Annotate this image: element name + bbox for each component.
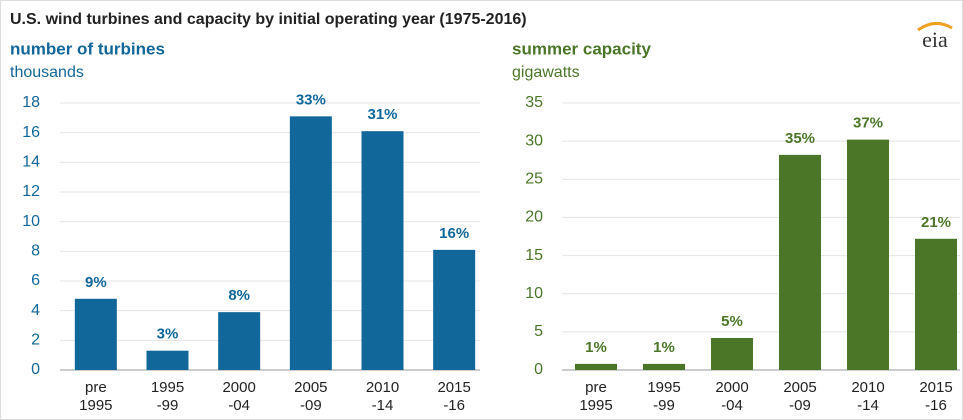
bar (146, 350, 189, 370)
x-tick-label: -16 (443, 397, 465, 414)
x-tick-label: 2010 (366, 379, 399, 396)
x-tick-label: 1995 (79, 397, 112, 414)
panel-title: number of turbines (10, 39, 165, 58)
y-tick-label: 4 (31, 302, 40, 319)
bar (218, 312, 261, 370)
bar-label: 8% (228, 287, 250, 304)
bar (433, 249, 476, 370)
y-tick-label: 14 (22, 154, 40, 171)
x-tick-label: -09 (300, 397, 322, 414)
logo: eia (922, 27, 948, 52)
x-tick-label: 2005 (294, 379, 327, 396)
bar-label: 1% (653, 339, 675, 356)
bar (711, 337, 753, 370)
y-tick-label: 8 (31, 243, 40, 260)
x-tick-label: 2000 (222, 379, 255, 396)
y-tick-label: 15 (525, 247, 543, 264)
bar (575, 363, 617, 370)
y-tick-label: 12 (22, 183, 40, 200)
bar-label: 5% (721, 313, 743, 330)
bar (779, 154, 821, 370)
panel-subtitle: thousands (10, 64, 84, 81)
x-tick-label: 1995 (151, 379, 184, 396)
x-tick-label: -16 (925, 397, 947, 414)
x-tick-label: -99 (157, 397, 179, 414)
logo-arc (917, 22, 953, 32)
y-tick-label: 30 (525, 132, 543, 149)
x-tick-label: -04 (721, 397, 743, 414)
y-tick-label: 10 (525, 285, 543, 302)
bar-label: 33% (296, 91, 326, 108)
x-tick-label: -14 (857, 397, 879, 414)
bar (361, 131, 404, 370)
bar (643, 363, 685, 370)
bar-label: 3% (157, 326, 179, 343)
bar-label: 37% (853, 115, 883, 132)
y-tick-label: 18 (22, 94, 40, 111)
bar (289, 116, 332, 370)
y-tick-label: 25 (525, 171, 543, 188)
bar-label: 9% (85, 274, 107, 291)
y-tick-label: 20 (525, 209, 543, 226)
bar (74, 298, 117, 370)
x-tick-label: pre (585, 379, 607, 396)
bar-label: 21% (921, 214, 951, 231)
bar (847, 139, 889, 370)
y-tick-label: 35 (525, 94, 543, 111)
bar-label: 16% (439, 225, 469, 242)
bar (915, 238, 957, 370)
x-tick-label: -99 (653, 397, 675, 414)
y-tick-label: 10 (22, 213, 40, 230)
y-tick-label: 2 (31, 332, 40, 349)
x-tick-label: 1995 (647, 379, 680, 396)
panel-title: summer capacity (512, 39, 651, 58)
x-tick-label: -04 (228, 397, 250, 414)
y-tick-label: 5 (534, 323, 543, 340)
y-tick-label: 16 (22, 124, 40, 141)
bar-label: 31% (367, 106, 397, 123)
x-tick-label: pre (85, 379, 107, 396)
chart-title: U.S. wind turbines and capacity by initi… (10, 11, 527, 28)
y-tick-label: 0 (534, 361, 543, 378)
panel-subtitle: gigawatts (512, 64, 580, 81)
y-tick-label: 0 (31, 361, 40, 378)
x-tick-label: 2015 (437, 379, 470, 396)
bar-label: 35% (785, 130, 815, 147)
x-tick-label: 2010 (851, 379, 884, 396)
x-tick-label: -09 (789, 397, 811, 414)
bar-label: 1% (585, 339, 607, 356)
x-tick-label: 1995 (579, 397, 612, 414)
y-tick-label: 6 (31, 272, 40, 289)
x-tick-label: 2015 (919, 379, 952, 396)
x-tick-label: -14 (372, 397, 394, 414)
x-tick-label: 2005 (783, 379, 816, 396)
x-tick-label: 2000 (715, 379, 748, 396)
